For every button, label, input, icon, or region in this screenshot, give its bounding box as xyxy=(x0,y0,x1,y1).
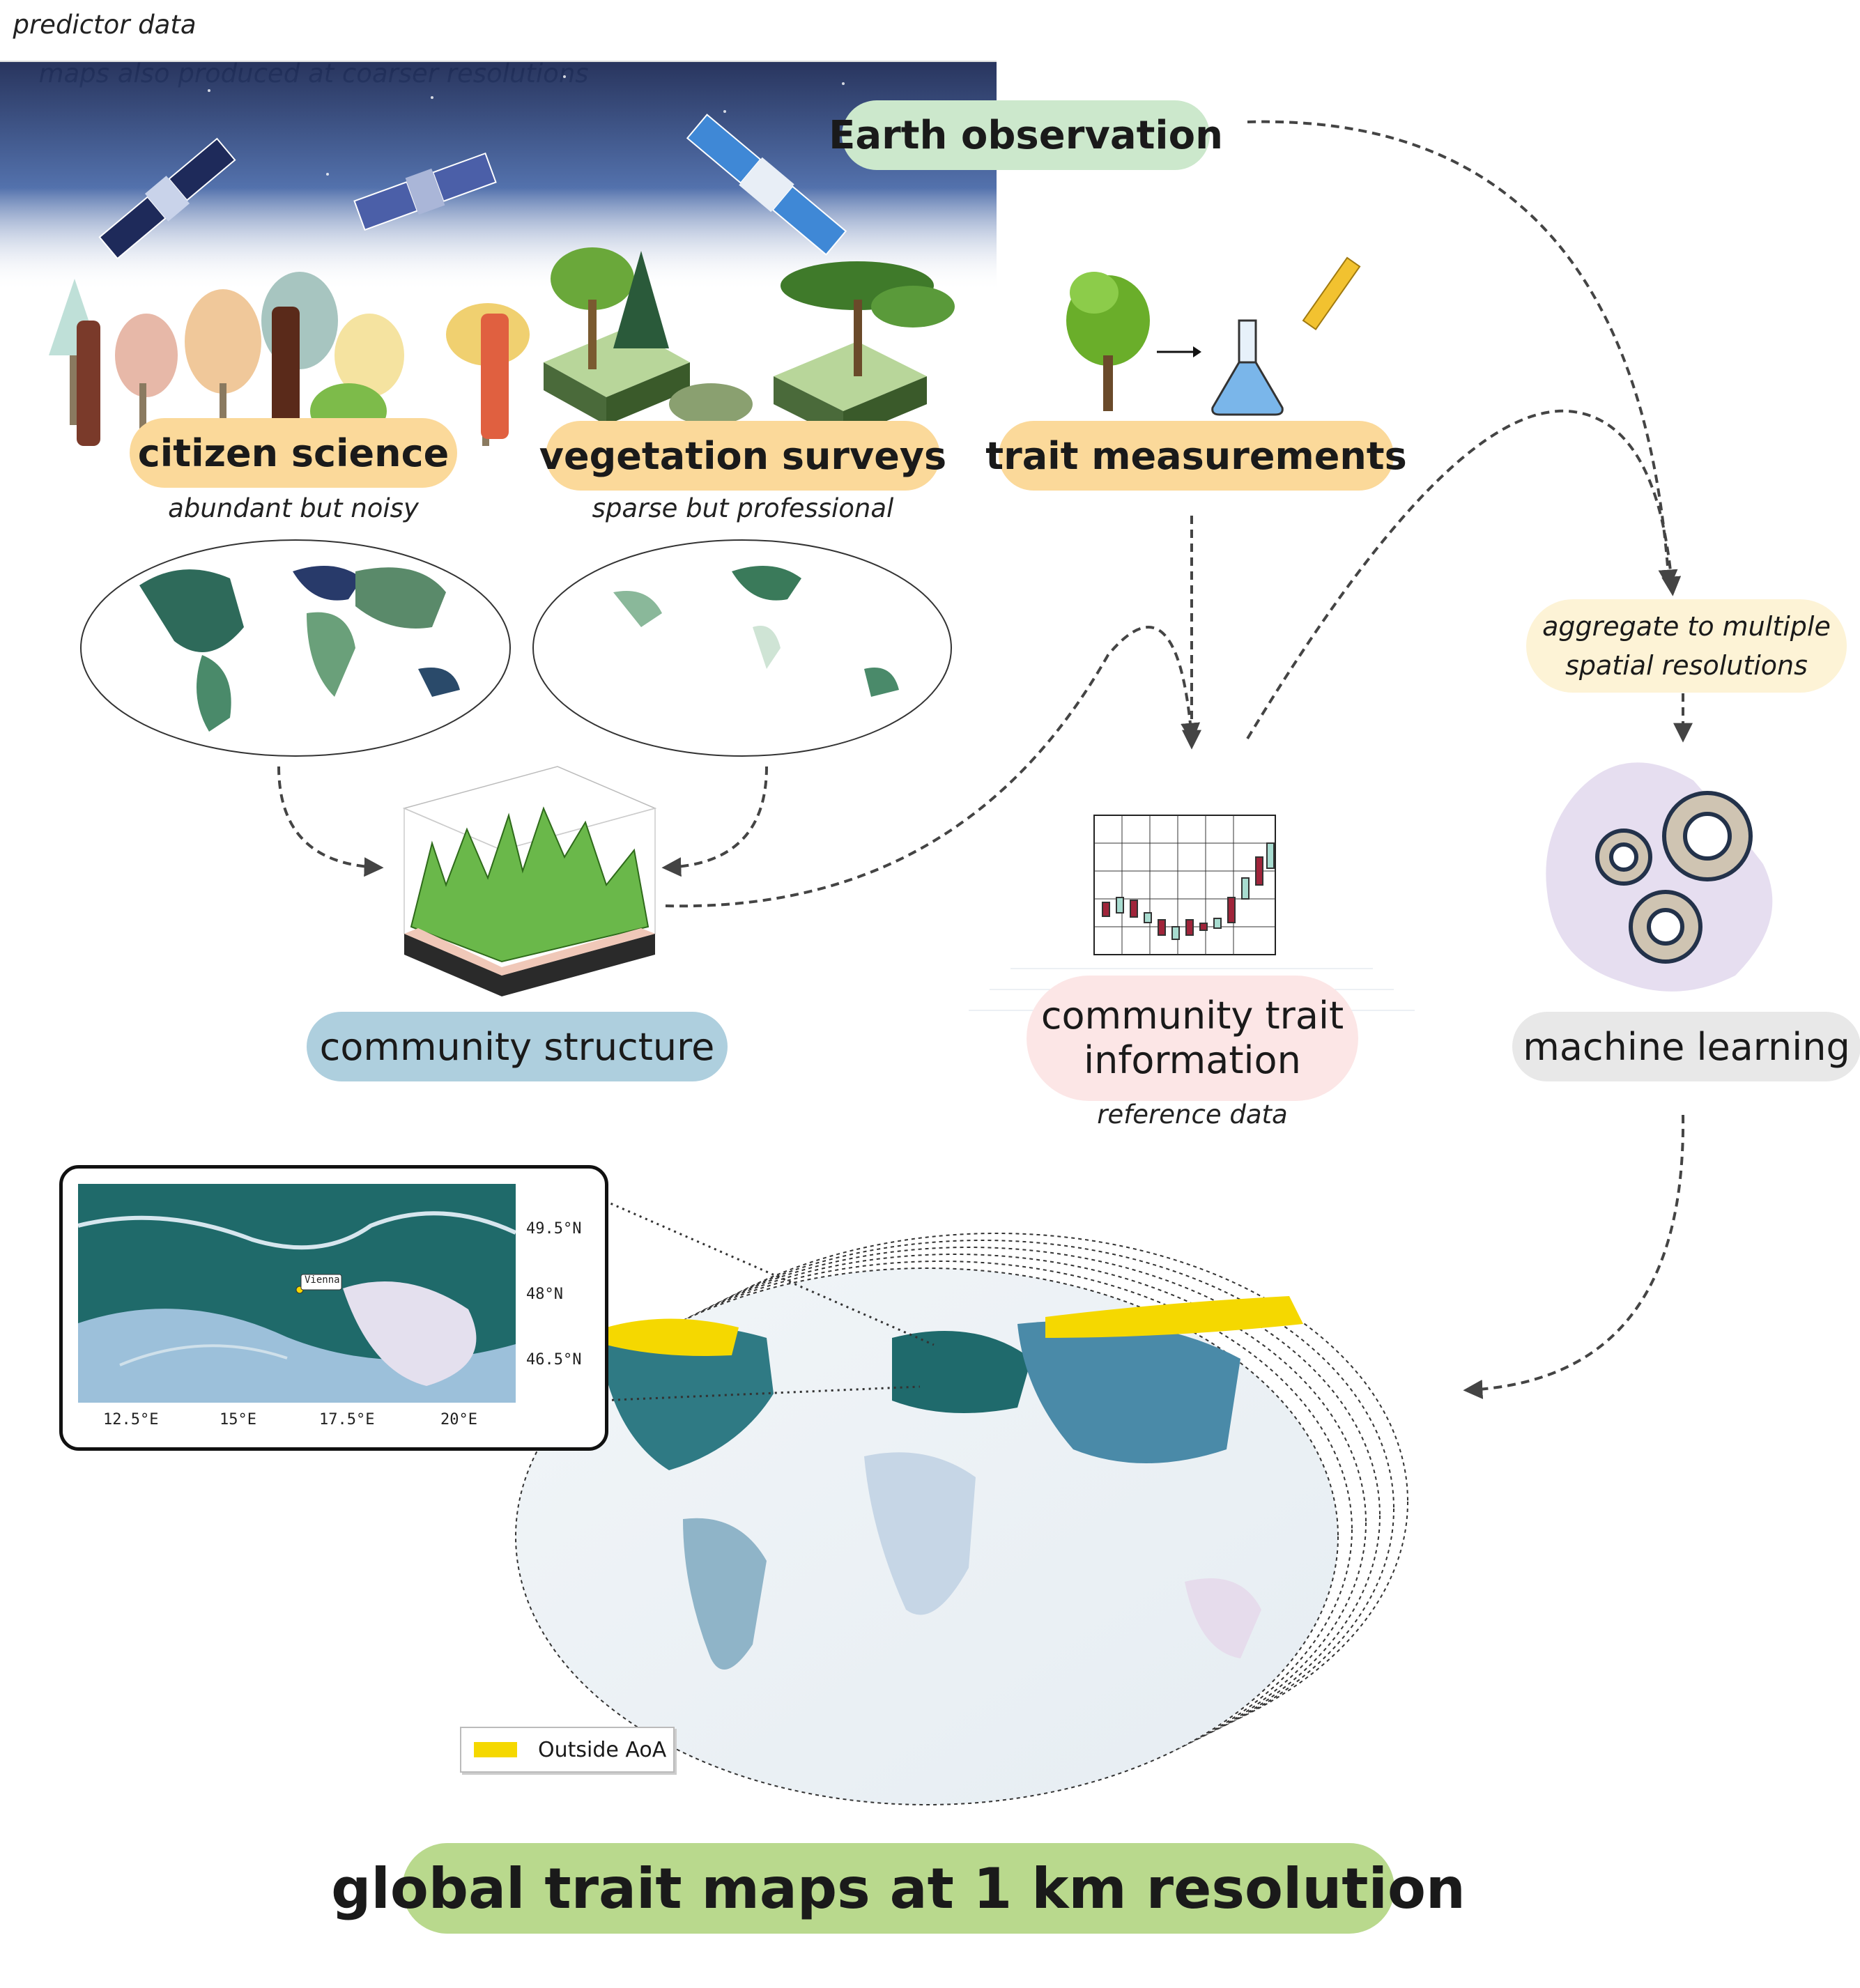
citizen-science-title: citizen science xyxy=(137,431,449,475)
flask-icon xyxy=(1211,319,1284,416)
vegetation-surveys-pill: vegetation surveys xyxy=(539,421,946,491)
earth-observation-title: Earth observation xyxy=(829,112,1223,158)
community-trait-information-subtitle: reference data xyxy=(1097,1100,1288,1130)
vegetation-survey-map xyxy=(532,539,952,757)
aggregate-label: aggregate to multiple spatial resolution… xyxy=(1542,611,1831,681)
earth-observation-subtitle: predictor data xyxy=(13,9,197,40)
inset-map-image xyxy=(78,1184,516,1403)
vegetation-surveys-title: vegetation surveys xyxy=(539,433,947,478)
arrow-eo-to-aggregate xyxy=(1247,120,1678,590)
citizen-science-subtitle: abundant but noisy xyxy=(168,493,419,523)
global-trait-map-stack xyxy=(515,1233,1408,1805)
trait-measurements-title: trait measurements xyxy=(985,433,1407,478)
inset-map-panel: Vienna 49.5°N 48°N 46.5°N 12.5°E 15°E 17… xyxy=(59,1165,608,1451)
earth-observation-pill: Earth observation xyxy=(829,100,1223,170)
map-legend: Outside AoA xyxy=(460,1727,675,1773)
vegetation-surveys-subtitle: sparse but professional xyxy=(592,493,894,523)
inset-city-label: Vienna xyxy=(305,1274,340,1286)
legend-swatch-outside-aoa xyxy=(474,1742,517,1757)
community-trait-information-pill: community trait information xyxy=(1027,976,1358,1101)
satellite-icon-1 xyxy=(98,137,236,260)
arrow-cs-to-structure xyxy=(277,766,384,877)
machine-learning-pill: machine learning xyxy=(1512,1012,1860,1081)
global-trait-maps-pill: global trait maps at 1 km resolution xyxy=(331,1843,1466,1934)
satellite-icon-3 xyxy=(686,114,847,256)
ruler-icon xyxy=(1302,256,1361,331)
gear-icon xyxy=(1546,762,1773,992)
community-structure-pill: community structure xyxy=(307,1012,728,1081)
inset-lon-tick-4: 20°E xyxy=(440,1411,477,1428)
inset-lon-tick-1: 12.5°E xyxy=(103,1411,159,1428)
citizen-science-illustration xyxy=(49,272,530,446)
inset-lat-tick-3: 46.5°N xyxy=(526,1351,582,1369)
earth-observation-subtitle-pill: predictor data xyxy=(0,0,209,49)
community-trait-information-label: community trait information xyxy=(1040,994,1344,1082)
inset-lat-tick-2: 48°N xyxy=(526,1286,563,1303)
community-structure-label: community structure xyxy=(319,1024,715,1069)
arrow-structure-to-cti xyxy=(665,626,1201,908)
global-trait-maps-title: global trait maps at 1 km resolution xyxy=(331,1856,1466,1921)
community-structure-3d-plot xyxy=(402,766,657,996)
citizen-science-pill: citizen science xyxy=(130,418,457,488)
citizen-science-map xyxy=(80,539,511,757)
satellite-icon-2 xyxy=(353,152,497,231)
inset-lon-tick-2: 15°E xyxy=(220,1411,256,1428)
arrow-cti-up xyxy=(1246,409,1682,740)
arrow-right-icon xyxy=(1157,346,1201,357)
sky-band xyxy=(0,61,997,291)
aggregate-pill: aggregate to multiple spatial resolution… xyxy=(1526,599,1847,693)
trait-measurements-pill: trait measurements xyxy=(985,421,1407,491)
arrow-ml-to-maps xyxy=(1463,1114,1685,1399)
inset-lon-tick-3: 17.5°E xyxy=(319,1411,375,1428)
machine-learning-label: machine learning xyxy=(1523,1024,1850,1069)
inset-lat-tick-1: 49.5°N xyxy=(526,1220,582,1238)
arrow-vs-to-structure xyxy=(661,766,768,877)
community-trait-chart xyxy=(1093,815,1276,955)
tree-icon xyxy=(1066,272,1150,411)
legend-label: Outside AoA xyxy=(538,1737,667,1762)
